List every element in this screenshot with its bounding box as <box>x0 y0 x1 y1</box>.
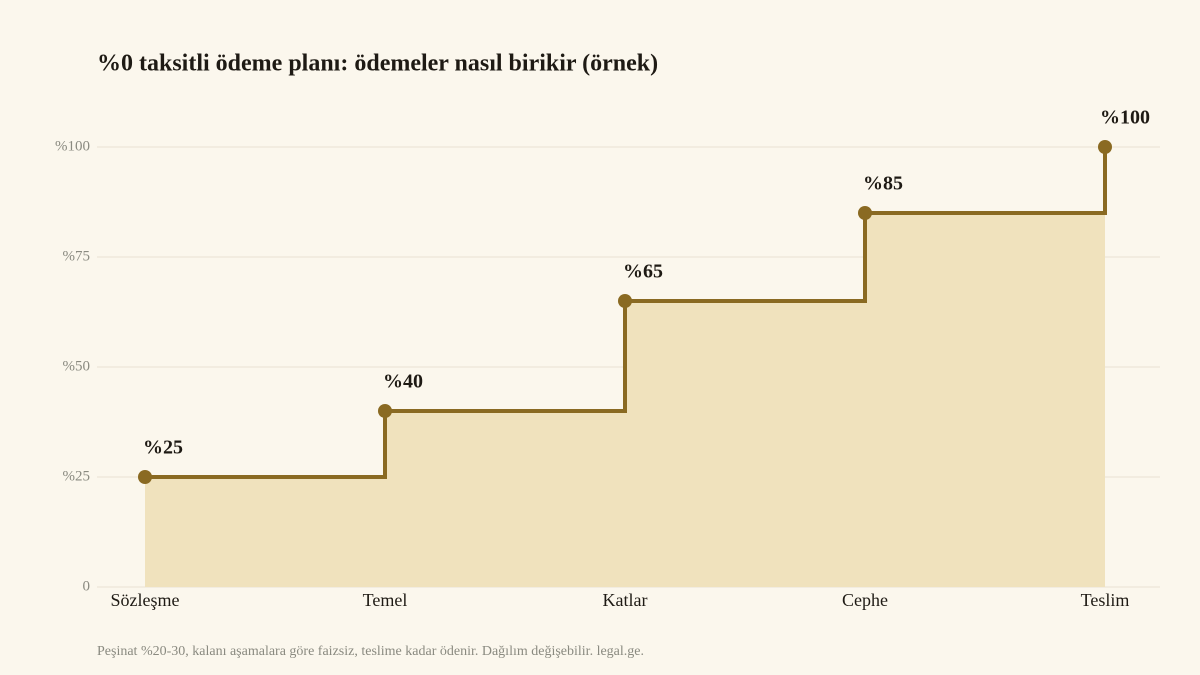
x-tick-label: Teslim <box>1081 590 1130 610</box>
point <box>618 294 632 308</box>
x-tick-label: Katlar <box>603 590 648 610</box>
y-tick-label: 0 <box>83 578 91 594</box>
data-label: %25 <box>143 437 183 459</box>
y-tick-label: %50 <box>63 358 91 374</box>
footnote: Peşinat %20-30, kalanı aşamalara göre fa… <box>97 644 644 659</box>
data-label: %40 <box>383 371 423 393</box>
point <box>378 404 392 418</box>
x-tick-label: Sözleşme <box>111 590 180 610</box>
x-tick-label: Cephe <box>842 590 888 610</box>
data-label: %85 <box>863 173 903 195</box>
y-tick-label: %100 <box>55 138 90 154</box>
point <box>138 470 152 484</box>
point <box>858 206 872 220</box>
y-tick-label: %75 <box>63 248 91 264</box>
chart-title: %0 taksitli ödeme planı: ödemeler nasıl … <box>97 51 658 77</box>
y-tick-label: %25 <box>63 468 91 484</box>
data-label: %65 <box>623 261 663 283</box>
data-label: %100 <box>1100 107 1150 129</box>
x-tick-label: Temel <box>363 590 408 610</box>
point <box>1098 140 1112 154</box>
